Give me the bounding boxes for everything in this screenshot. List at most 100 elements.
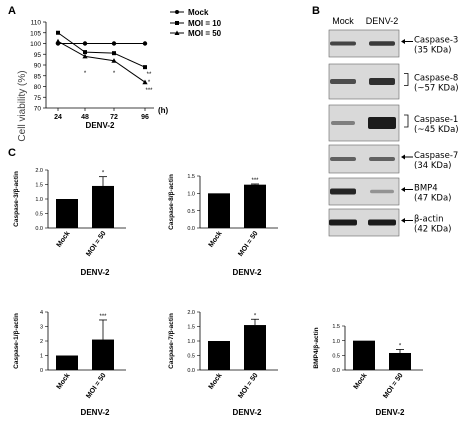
blot-protein-label: Caspase-1: [414, 115, 458, 125]
x-tick-label: Mock: [208, 372, 224, 391]
bar-chart-1: 0.0 0.5 1.0 1.5 2.0 Caspase-3/β-actin Mock * MOI…: [13, 168, 126, 277]
blot-protein-label: β-actin: [414, 215, 443, 225]
bar: [244, 184, 266, 228]
band-bracket: [404, 114, 409, 128]
bar: [389, 352, 411, 370]
x-tick-label: Mock: [56, 372, 72, 391]
x-tick-label: Mock: [208, 230, 224, 249]
blot-band: [370, 189, 394, 194]
legend-marker: [175, 10, 179, 14]
legend-label: MOI = 50: [188, 29, 222, 38]
data-point: [82, 41, 88, 46]
y-tick-label: 0.0: [187, 368, 195, 374]
panel-c-bar-charts: 0.0 0.5 1.0 1.5 2.0 Caspase-3/β-actin Mock * MOI…: [13, 168, 423, 417]
y-tick-label: 1.0: [332, 339, 340, 345]
significance-mark: **: [147, 72, 152, 78]
blot-size-label: (47 KDa): [414, 194, 451, 204]
y-tick-label: 110: [31, 20, 42, 27]
bar: [56, 199, 78, 228]
y-tick-label: 1: [40, 354, 43, 360]
blot-strips: Caspase-3(35 KDa) Caspase-8(~57 KDa) Caspa…: [328, 29, 459, 237]
series-line-2: [57, 40, 146, 83]
band-arrow-head: [401, 187, 405, 192]
panel-label-a: A: [8, 5, 16, 17]
x-tick-label: 48: [81, 114, 89, 121]
legend-marker: [175, 21, 179, 25]
y-tick-label: 80: [34, 84, 42, 91]
blot-size-label: (34 KDa): [414, 161, 451, 171]
x-tick-label: 96: [141, 114, 149, 121]
panel-label-c: C: [8, 147, 16, 159]
band-arrow-head: [401, 154, 405, 160]
y-tick-label: 1.5: [35, 183, 43, 189]
blot-size-label: (42 KDa): [414, 225, 451, 235]
x-tick-label: MOI = 50: [237, 372, 259, 400]
y-tick-label: 100: [30, 41, 41, 48]
x-tick-label: Mock: [353, 372, 369, 391]
significance-mark: *: [113, 71, 116, 77]
blot-band: [330, 157, 356, 161]
x-tick-label: MOI = 50: [85, 372, 107, 400]
y-tick-label: 2: [40, 339, 43, 345]
significance-mark: *: [148, 80, 151, 86]
blot-protein-label: BMP4: [414, 184, 438, 194]
data-point: [142, 41, 148, 46]
y-tick-label: 85: [34, 73, 42, 80]
y-tick-label: 0.5: [187, 209, 195, 215]
panel-a-group-label: DENV-2: [86, 121, 115, 130]
x-tick-label: MOI = 50: [85, 230, 107, 258]
group-label: DENV-2: [376, 408, 405, 417]
y-tick-label: 0.5: [187, 354, 195, 360]
data-point: [111, 41, 117, 46]
y-tick-label: 2.0: [35, 168, 43, 174]
y-tick-label: 95: [34, 52, 42, 59]
x-tick-label: MOI = 50: [382, 372, 404, 400]
y-tick-label: 4: [40, 310, 43, 316]
significance-mark: *: [84, 71, 87, 77]
group-label: DENV-2: [81, 408, 110, 417]
blot-size-label: (~45 KDa): [414, 125, 459, 135]
y-tick-label: 1.5: [187, 174, 195, 180]
significance-mark: ***: [251, 178, 259, 184]
blot-protein-label: Caspase-3: [414, 36, 458, 46]
y-tick-label: 70: [34, 106, 42, 113]
series-line-1: [57, 32, 146, 68]
y-tick-label: 1.0: [35, 197, 43, 203]
blot-band: [368, 117, 396, 129]
significance-mark: *: [102, 171, 105, 177]
y-tick-label: 75: [34, 95, 42, 102]
legend-label: MOI = 10: [188, 19, 222, 28]
panel-label-b: B: [312, 5, 320, 17]
blot-size-label: (~57 KDa): [414, 84, 459, 94]
y-tick-label: 0.5: [332, 354, 340, 360]
data-point: [143, 65, 147, 70]
y-tick-label: 1.0: [187, 192, 195, 198]
data-point: [82, 53, 88, 59]
y-tick-label: 1.0: [187, 339, 195, 345]
significance-mark: *: [399, 343, 402, 349]
data-point: [142, 79, 148, 85]
bar-chart-2: 0.0 0.5 1.0 1.5 Caspase-8/β-actin Mock *** MOI …: [168, 174, 278, 277]
y-tick-label: 3: [40, 325, 43, 331]
bar: [244, 325, 266, 370]
bar: [92, 339, 114, 370]
bar-chart-5: 0.0 0.5 1.0 1.5 BMP4/β-actin Mock * MOI = 50 DEN…: [313, 324, 423, 417]
data-point: [56, 30, 60, 35]
blot-band: [331, 121, 355, 125]
group-label: DENV-2: [233, 408, 262, 417]
blot-band: [369, 78, 395, 85]
band-bracket: [404, 73, 409, 86]
bar: [353, 340, 375, 370]
y-tick-label: 0.0: [187, 226, 195, 232]
data-point: [83, 50, 87, 55]
legend-label: Mock: [188, 8, 209, 17]
legend-marker: [174, 30, 180, 35]
bar: [208, 341, 230, 370]
blot-band: [368, 219, 396, 226]
y-tick-label: 1.5: [187, 325, 195, 331]
blot-band: [369, 41, 395, 46]
y-axis-label: BMP4/β-actin: [313, 327, 320, 368]
